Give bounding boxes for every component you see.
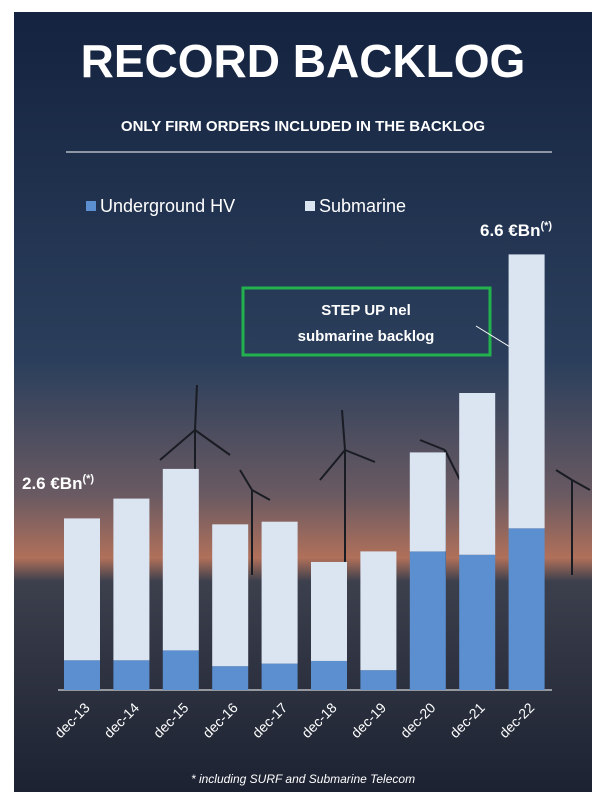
bar-segment — [113, 498, 150, 661]
bar-segment — [459, 393, 496, 555]
annotation-sup: (*) — [82, 473, 94, 485]
annotation: 2.6 €Bn(*) — [22, 473, 94, 494]
chart-title: RECORD BACKLOG — [81, 35, 526, 87]
bar-segment — [261, 521, 298, 664]
legend-label: Underground HV — [100, 196, 235, 216]
bar-segment — [311, 660, 347, 690]
annotation: 6.6 €Bn(*) — [480, 220, 552, 241]
bar-segment — [212, 524, 249, 667]
bar-segment — [311, 561, 347, 661]
bar-segment — [508, 254, 545, 529]
callout-box — [241, 286, 492, 357]
callout-pointer — [475, 325, 516, 351]
callout-text: submarine backlog — [298, 328, 435, 345]
bar-segment — [508, 528, 545, 690]
bar-segment — [113, 660, 150, 690]
bar-segment — [409, 551, 446, 690]
bar-segment — [64, 518, 100, 661]
bar-segment — [261, 663, 298, 690]
bar-segment — [459, 554, 496, 690]
legend-label: Submarine — [319, 196, 406, 216]
footnote: * including SURF and Submarine Telecom — [191, 772, 415, 786]
callout-text: STEP UP nel — [321, 302, 410, 319]
bar-segment — [162, 468, 199, 651]
bar-segment — [162, 650, 199, 690]
annotation-text: 6.6 €Bn — [480, 221, 540, 240]
chart-subtitle: ONLY FIRM ORDERS INCLUDED IN THE BACKLOG — [121, 118, 485, 135]
bar-segment — [360, 551, 397, 671]
bar-segment — [360, 670, 397, 690]
bar-segment — [409, 452, 446, 552]
bar-segment — [212, 666, 249, 690]
annotation-text: 2.6 €Bn — [22, 474, 82, 493]
legend-swatch — [305, 201, 315, 211]
bar-segment — [64, 660, 100, 690]
annotation-sup: (*) — [540, 220, 552, 232]
legend-swatch — [86, 201, 96, 211]
background — [14, 12, 592, 792]
